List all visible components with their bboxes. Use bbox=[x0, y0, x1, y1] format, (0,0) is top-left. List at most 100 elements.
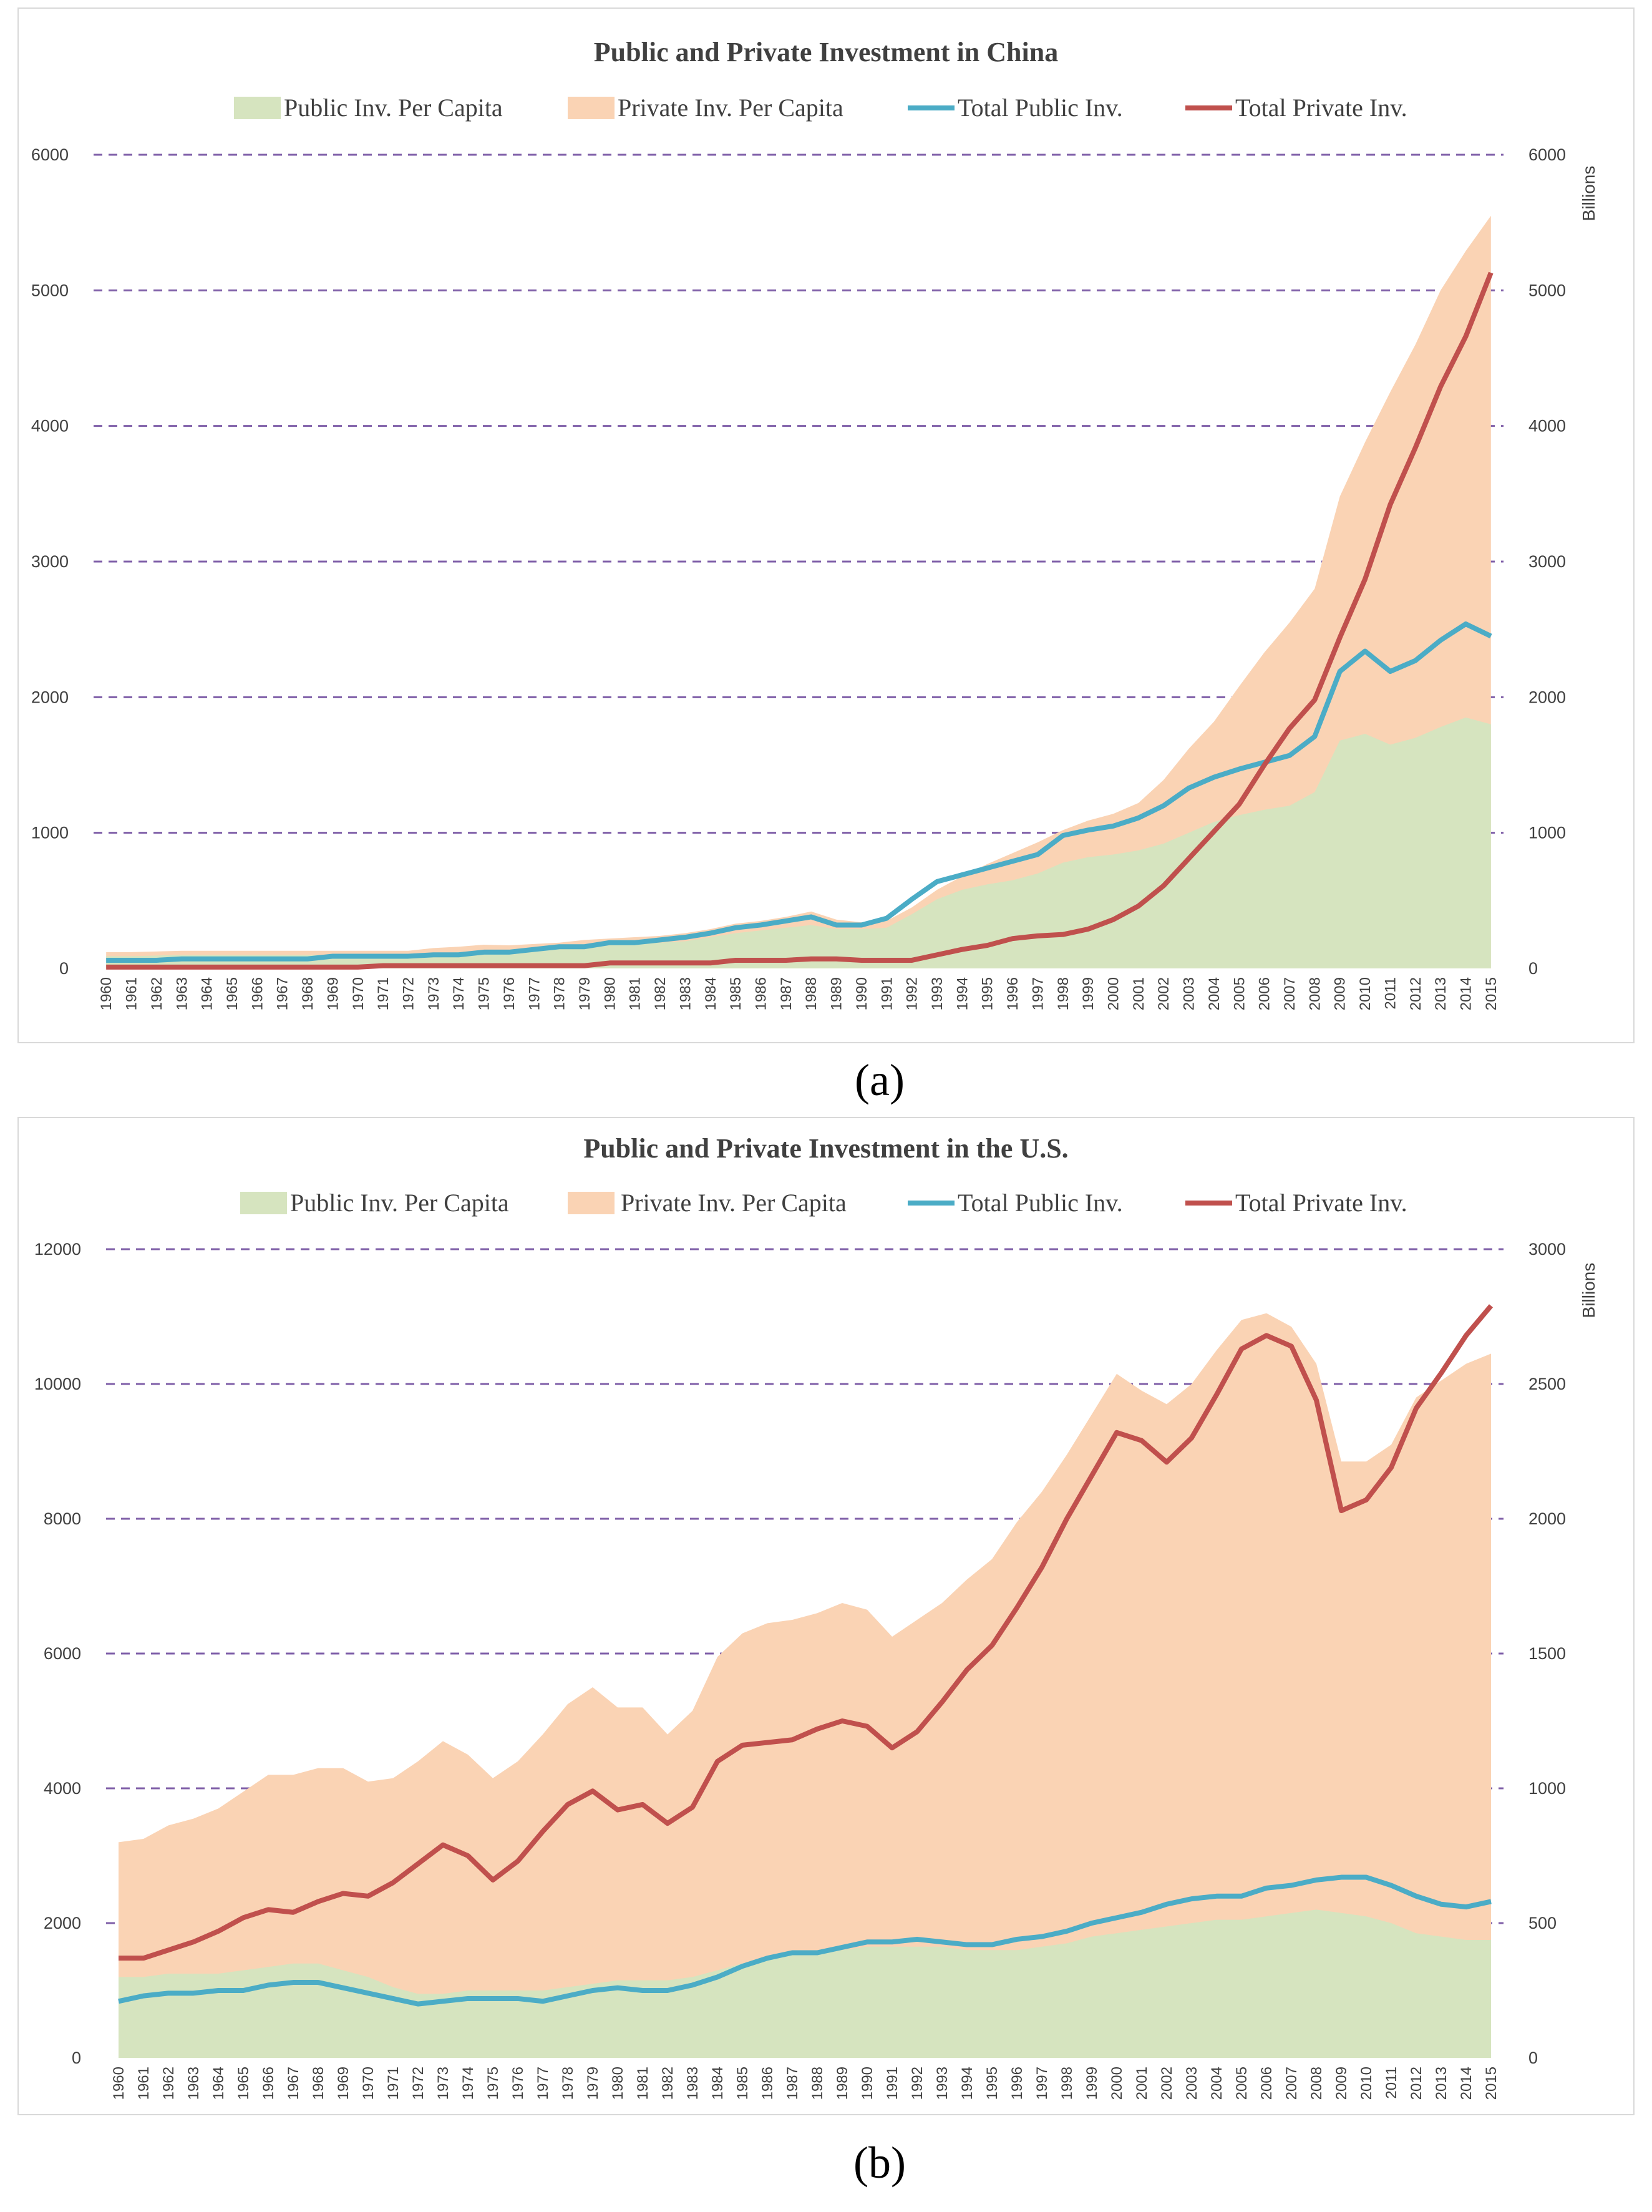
x-tick-label: 1995 bbox=[979, 977, 996, 1010]
x-tick-label: 1980 bbox=[610, 2067, 626, 2100]
private-per-capita-area bbox=[119, 1313, 1491, 2058]
x-tick-label: 1970 bbox=[360, 2067, 377, 2100]
left-tick-label: 2000 bbox=[44, 1914, 81, 1932]
x-tick-label: 1967 bbox=[275, 977, 291, 1010]
area-series bbox=[119, 1313, 1491, 2058]
x-tick-label: 1970 bbox=[350, 977, 367, 1010]
legend-public-area-swatch bbox=[240, 1192, 287, 1214]
x-axis-ticks: 1960 1961 1962 1963 1964 1965 1966 1967 1968 1969… bbox=[110, 2067, 1500, 2100]
public-per-capita-area bbox=[106, 717, 1491, 968]
x-tick-label: 2011 bbox=[1382, 977, 1399, 1010]
left-tick-label: 4000 bbox=[31, 417, 69, 436]
x-tick-label: 1979 bbox=[576, 977, 593, 1010]
legend-private-per-capita: Private Inv. Per Capita bbox=[618, 94, 843, 122]
x-tick-label: 1993 bbox=[934, 2067, 951, 2100]
legend-public-per-capita: Public Inv. Per Capita bbox=[290, 1189, 509, 1217]
x-tick-label: 2003 bbox=[1181, 977, 1198, 1010]
x-tick-label: 2006 bbox=[1258, 2067, 1275, 2100]
left-axis-ticks: 0 2000 4000 6000 8000 10000 12000 bbox=[34, 1240, 81, 2067]
x-tick-label: 1983 bbox=[677, 977, 694, 1010]
x-tick-label: 1973 bbox=[435, 2067, 452, 2100]
x-tick-label: 2005 bbox=[1233, 2067, 1250, 2100]
x-tick-label: 1995 bbox=[984, 2067, 1001, 2100]
x-tick-label: 1985 bbox=[734, 2067, 751, 2100]
subfigure-label-a: (a) bbox=[855, 1055, 905, 1105]
right-tick-label: 1000 bbox=[1528, 1779, 1566, 1798]
x-tick-label: 1974 bbox=[460, 2067, 477, 2100]
x-tick-label: 1962 bbox=[148, 977, 165, 1010]
x-tick-label: 2007 bbox=[1283, 2067, 1300, 2100]
x-tick-label: 1960 bbox=[110, 2067, 127, 2100]
x-tick-label: 2007 bbox=[1281, 977, 1298, 1010]
x-tick-label: 1977 bbox=[535, 2067, 551, 2100]
x-tick-label: 1974 bbox=[450, 977, 467, 1010]
line-series bbox=[118, 1304, 1494, 2007]
x-tick-label: 1978 bbox=[551, 977, 568, 1010]
x-tick-label: 1971 bbox=[385, 2067, 402, 2100]
x-tick-label: 1962 bbox=[160, 2067, 177, 2100]
x-tick-label: 1971 bbox=[375, 977, 392, 1010]
x-tick-label: 1961 bbox=[135, 2067, 152, 2100]
x-tick-label: 2012 bbox=[1407, 977, 1424, 1010]
x-tick-label: 1968 bbox=[310, 2067, 327, 2100]
x-tick-label: 1972 bbox=[400, 977, 417, 1010]
x-tick-label: 2014 bbox=[1458, 2067, 1475, 2100]
x-tick-label: 2001 bbox=[1130, 977, 1147, 1010]
legend-private-area-swatch bbox=[568, 97, 615, 119]
x-tick-label: 1989 bbox=[834, 2067, 851, 2100]
legend-total-private: Total Private Inv. bbox=[1235, 1189, 1407, 1217]
x-tick-label: 2010 bbox=[1358, 2067, 1375, 2100]
x-tick-label: 1988 bbox=[809, 2067, 826, 2100]
us-investment-chart: Public and Private Investment in the U.S… bbox=[34, 1133, 1598, 2100]
x-tick-label: 1999 bbox=[1084, 2067, 1101, 2100]
x-tick-label: 1966 bbox=[260, 2067, 277, 2100]
x-tick-label: 1987 bbox=[784, 2067, 801, 2100]
x-tick-label: 1981 bbox=[634, 2067, 651, 2100]
x-tick-label: 1992 bbox=[909, 2067, 926, 2100]
right-tick-label: 3000 bbox=[1528, 1240, 1566, 1259]
x-tick-label: 1965 bbox=[235, 2067, 252, 2100]
left-axis-ticks: 0 1000 2000 3000 4000 5000 6000 bbox=[31, 145, 69, 978]
right-axis-title: Billions bbox=[1579, 166, 1598, 222]
left-tick-label: 4000 bbox=[44, 1779, 81, 1798]
legend-private-area-swatch bbox=[568, 1192, 615, 1214]
x-tick-label: 1985 bbox=[727, 977, 744, 1010]
x-tick-label: 1997 bbox=[1034, 2067, 1051, 2100]
legend-total-private: Total Private Inv. bbox=[1235, 94, 1407, 122]
gridlines bbox=[94, 153, 1504, 834]
right-tick-label: 2000 bbox=[1528, 688, 1566, 706]
x-tick-label: 2009 bbox=[1333, 2067, 1350, 2100]
x-tick-label: 1994 bbox=[954, 977, 971, 1010]
x-tick-label: 2000 bbox=[1105, 977, 1122, 1010]
area-series bbox=[106, 215, 1491, 968]
right-tick-label: 2500 bbox=[1528, 1375, 1566, 1393]
x-tick-label: 1994 bbox=[959, 2067, 976, 2100]
x-tick-label: 1986 bbox=[759, 2067, 776, 2100]
right-axis-ticks: 0 1000 2000 3000 4000 5000 6000 bbox=[1528, 145, 1566, 978]
legend-public-area-swatch bbox=[234, 97, 281, 119]
x-tick-label: 1998 bbox=[1059, 2067, 1076, 2100]
x-tick-label: 1967 bbox=[285, 2067, 302, 2100]
x-tick-label: 1992 bbox=[904, 977, 921, 1010]
x-tick-label: 1975 bbox=[476, 977, 493, 1010]
x-tick-label: 1978 bbox=[560, 2067, 576, 2100]
x-tick-label: 1983 bbox=[684, 2067, 701, 2100]
x-tick-label: 1973 bbox=[425, 977, 442, 1010]
left-tick-label: 6000 bbox=[44, 1644, 81, 1663]
right-tick-label: 0 bbox=[1528, 959, 1538, 978]
total-private-line bbox=[119, 1304, 1494, 1961]
x-tick-label: 1969 bbox=[324, 977, 341, 1010]
left-tick-label: 6000 bbox=[31, 145, 69, 164]
right-tick-label: 3000 bbox=[1528, 552, 1566, 571]
x-tick-label: 1972 bbox=[410, 2067, 427, 2100]
x-tick-label: 1966 bbox=[249, 977, 266, 1010]
x-tick-label: 2013 bbox=[1433, 2067, 1450, 2100]
x-tick-label: 2013 bbox=[1432, 977, 1449, 1010]
legend-total-public: Total Public Inv. bbox=[958, 94, 1123, 122]
x-tick-label: 2011 bbox=[1383, 2067, 1400, 2099]
legend-private-per-capita: Private Inv. Per Capita bbox=[621, 1189, 847, 1217]
x-tick-label: 1960 bbox=[98, 977, 115, 1010]
x-tick-label: 2001 bbox=[1134, 2067, 1150, 2100]
x-tick-label: 1997 bbox=[1029, 977, 1046, 1010]
